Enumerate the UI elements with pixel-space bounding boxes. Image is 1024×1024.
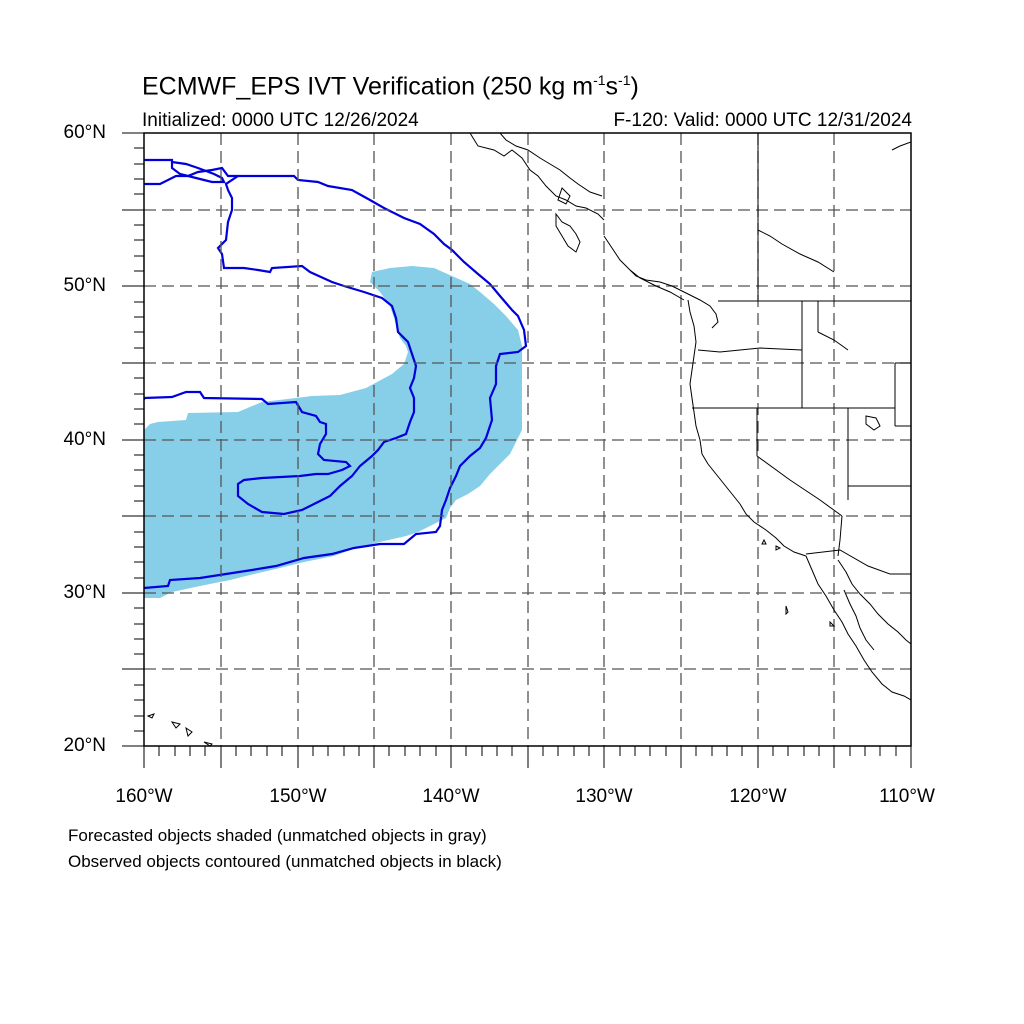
- footnote-forecast: Forecasted objects shaded (unmatched obj…: [68, 826, 487, 845]
- valid-time-label: F-120: Valid: 0000 UTC 12/31/2024: [613, 110, 912, 131]
- observed-object-contour-top: [144, 158, 226, 184]
- coastlines: [146, 133, 911, 746]
- lat-label-20n: 20°N: [63, 735, 106, 756]
- lon-label-160w: 160°W: [115, 786, 173, 807]
- lat-label-30n: 30°N: [63, 582, 106, 603]
- graticule: [144, 133, 911, 746]
- lon-label-150w: 150°W: [269, 786, 327, 807]
- axis-ticks: [122, 132, 912, 768]
- lat-label-50n: 50°N: [63, 275, 106, 296]
- observed-object-contour-edge: [144, 166, 238, 186]
- observed-object-contour: [144, 174, 528, 590]
- lon-label-140w: 140°W: [422, 786, 480, 807]
- lon-label-130w: 130°W: [575, 786, 633, 807]
- political-borders: [692, 133, 911, 575]
- lon-label-120w: 120°W: [729, 786, 787, 807]
- lon-label-110w: 110°W: [879, 786, 935, 807]
- lat-label-60n: 60°N: [63, 122, 106, 143]
- forecast-object: [144, 266, 522, 598]
- lat-label-40n: 40°N: [63, 429, 106, 450]
- init-time-label: Initialized: 0000 UTC 12/26/2024: [142, 110, 419, 131]
- footnote-observed: Observed objects contoured (unmatched ob…: [68, 852, 502, 871]
- chart-title: ECMWF_EPS IVT Verification (250 kg m-1s-…: [142, 72, 639, 101]
